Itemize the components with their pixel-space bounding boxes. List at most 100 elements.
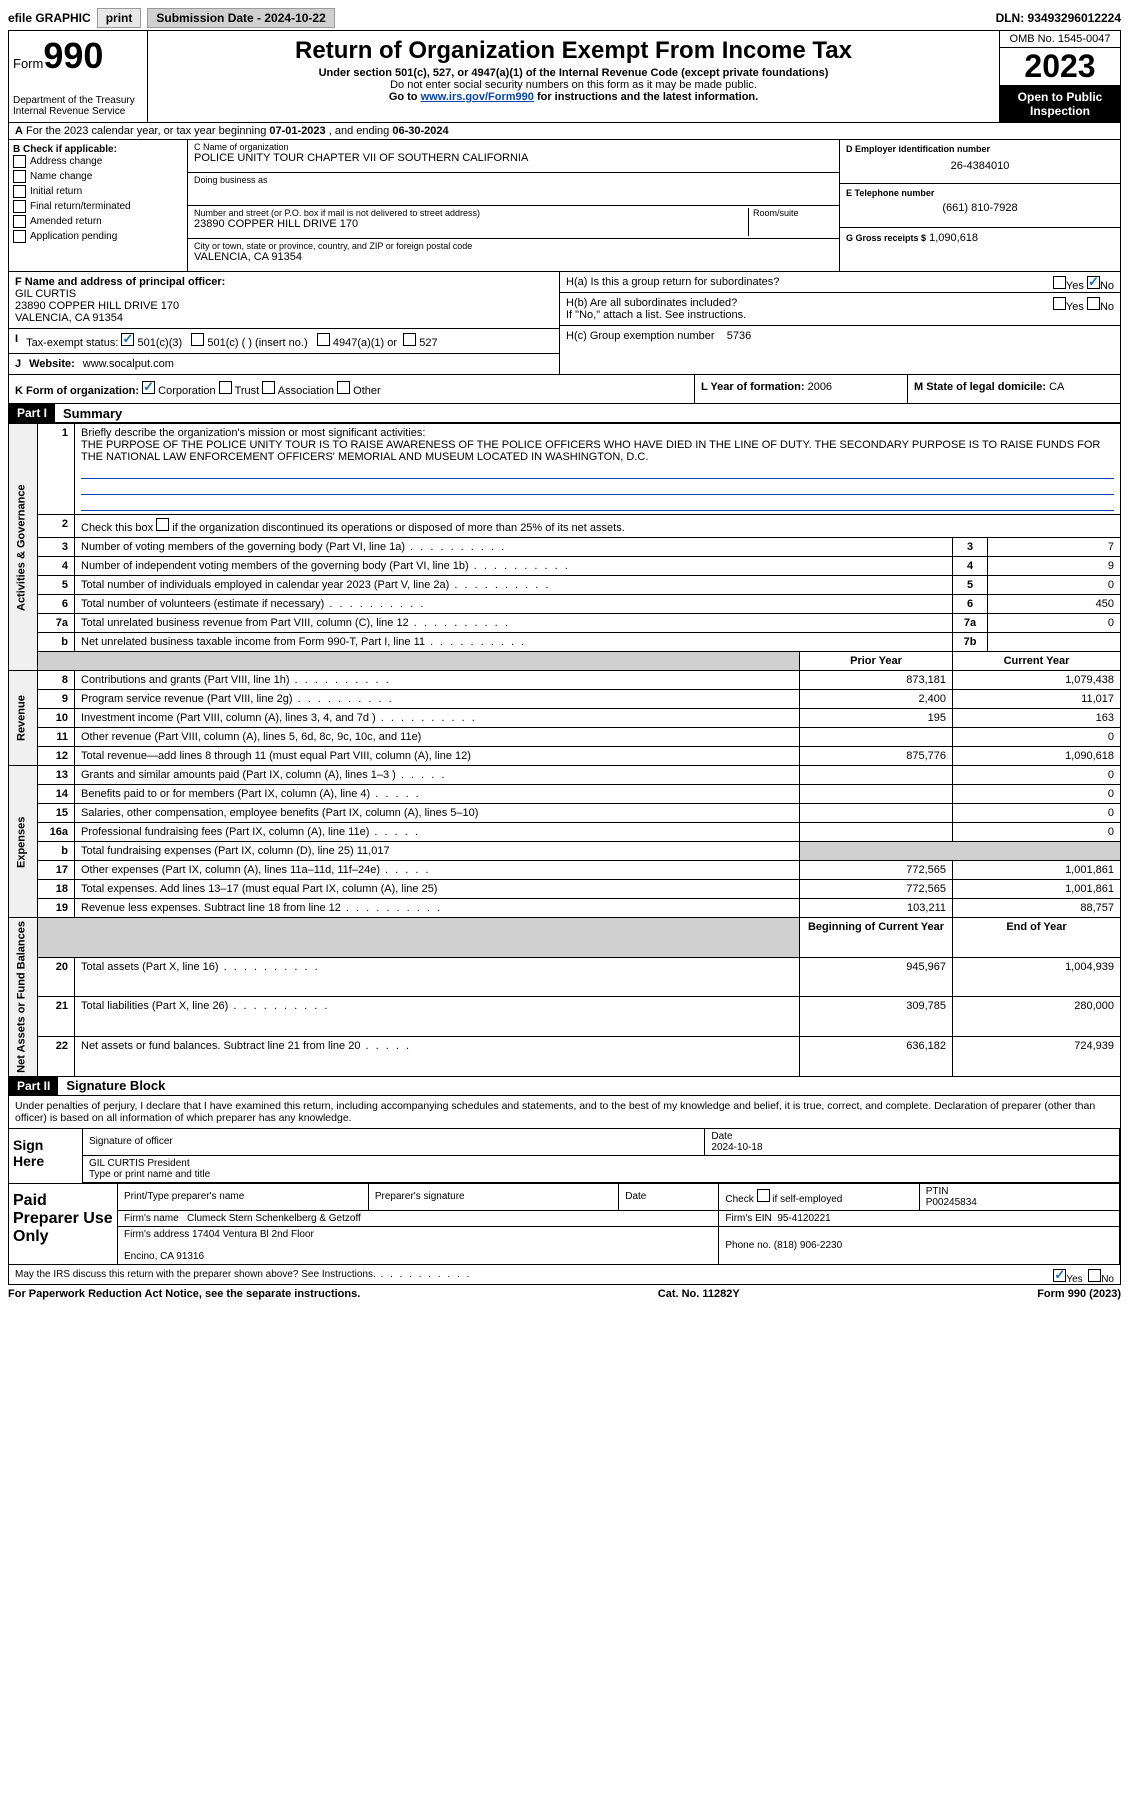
firm-ein: 95-4120221	[777, 1213, 830, 1224]
lower-block: F Name and address of principal officer:…	[8, 272, 1121, 375]
paperwork-notice: For Paperwork Reduction Act Notice, see …	[8, 1288, 360, 1300]
checkbox-4947[interactable]	[317, 333, 330, 346]
section-c: C Name of organization POLICE UNITY TOUR…	[188, 140, 839, 271]
table-row: bNet unrelated business taxable income f…	[9, 633, 1121, 652]
section-h-b: H(b) Are all subordinates included? Yes …	[560, 293, 1120, 326]
section-h-a: H(a) Is this a group return for subordin…	[560, 272, 1120, 293]
city-label: City or town, state or province, country…	[194, 241, 833, 251]
table-row: 5Total number of individuals employed in…	[9, 576, 1121, 595]
checkbox-501c[interactable]	[191, 333, 204, 346]
summary-table: Activities & Governance 1 Briefly descri…	[8, 423, 1121, 1077]
vert-revenue: Revenue	[9, 671, 38, 766]
year-formation: 2006	[808, 381, 832, 393]
checkbox-corporation[interactable]	[142, 381, 155, 394]
checkbox-ha-no[interactable]	[1087, 276, 1100, 289]
checkbox-discuss-yes[interactable]	[1053, 1269, 1066, 1282]
dba-label: Doing business as	[194, 175, 833, 185]
dln: DLN: 93493296012224	[996, 11, 1121, 25]
form-header: Form990 Department of the Treasury Inter…	[8, 30, 1121, 123]
cat-no: Cat. No. 11282Y	[658, 1288, 740, 1300]
instructions-link[interactable]: www.irs.gov/Form990	[421, 91, 534, 103]
print-button[interactable]: print	[97, 8, 142, 28]
firm-addr1: 17404 Ventura Bl 2nd Floor	[192, 1229, 314, 1240]
form-title: Return of Organization Exempt From Incom…	[152, 37, 995, 65]
addr-label: Number and street (or P.O. box if mail i…	[194, 208, 748, 218]
perjury-statement: Under penalties of perjury, I declare th…	[8, 1096, 1121, 1129]
checkbox-final-return[interactable]	[13, 200, 26, 213]
firm-addr2: Encino, CA 91316	[124, 1251, 204, 1262]
paid-preparer-label: Paid Preparer Use Only	[9, 1184, 118, 1264]
checkbox-application-pending[interactable]	[13, 230, 26, 243]
sign-here-label: Sign Here	[9, 1129, 83, 1183]
efile-label: efile GRAPHIC	[8, 11, 91, 25]
checkbox-ha-yes[interactable]	[1053, 276, 1066, 289]
checkbox-address-change[interactable]	[13, 155, 26, 168]
checkbox-initial-return[interactable]	[13, 185, 26, 198]
checkbox-hb-no[interactable]	[1087, 297, 1100, 310]
room-label: Room/suite	[753, 208, 833, 218]
signature-block: Sign Here Signature of officerDate2024-1…	[8, 1129, 1121, 1285]
topbar: efile GRAPHIC print Submission Date - 20…	[8, 8, 1121, 28]
table-row: 6Total number of volunteers (estimate if…	[9, 595, 1121, 614]
org-name: POLICE UNITY TOUR CHAPTER VII OF SOUTHER…	[194, 152, 833, 164]
section-klm: K Form of organization: Corporation Trus…	[8, 375, 1121, 404]
mission-text: THE PURPOSE OF THE POLICE UNITY TOUR IS …	[81, 439, 1100, 463]
checkbox-other[interactable]	[337, 381, 350, 394]
section-i: I Tax-exempt status: 501(c)(3) 501(c) ( …	[9, 329, 559, 354]
form-number: Form990	[13, 35, 143, 77]
ein-value: 26-4384010	[846, 160, 1114, 172]
discuss-row: May the IRS discuss this return with the…	[9, 1264, 1120, 1284]
ein-label: D Employer identification number	[846, 144, 1114, 154]
checkbox-527[interactable]	[403, 333, 416, 346]
dept-label: Department of the Treasury	[13, 95, 143, 106]
part2-header: Part II Signature Block	[8, 1077, 1121, 1096]
firm-phone: (818) 906-2230	[774, 1240, 842, 1251]
section-b: B Check if applicable: Address change Na…	[9, 140, 188, 271]
tax-year: 2023	[1000, 48, 1120, 86]
gross-receipts-value: 1,090,618	[929, 232, 978, 244]
checkbox-trust[interactable]	[219, 381, 232, 394]
section-f: F Name and address of principal officer:…	[9, 272, 559, 329]
officer-addr2: VALENCIA, CA 91354	[15, 312, 123, 324]
section-deg: D Employer identification number 26-4384…	[839, 140, 1120, 271]
vert-balances: Net Assets or Fund Balances	[9, 918, 38, 1077]
section-j: J Website: www.socalput.com	[9, 354, 559, 374]
checkbox-discuss-no[interactable]	[1088, 1269, 1101, 1282]
ptin-value: P00245834	[926, 1197, 977, 1208]
ssn-warning: Do not enter social security numbers on …	[152, 79, 995, 91]
info-block: B Check if applicable: Address change Na…	[8, 140, 1121, 272]
irs-label: Internal Revenue Service	[13, 106, 143, 117]
group-exemption-number: 5736	[727, 330, 751, 342]
phone-label: E Telephone number	[846, 188, 1114, 198]
checkbox-501c3[interactable]	[121, 333, 134, 346]
city-state-zip: VALENCIA, CA 91354	[194, 251, 833, 263]
checkbox-name-change[interactable]	[13, 170, 26, 183]
checkbox-amended-return[interactable]	[13, 215, 26, 228]
vert-expenses: Expenses	[9, 766, 38, 918]
submission-date: Submission Date - 2024-10-22	[147, 8, 334, 28]
page-footer: For Paperwork Reduction Act Notice, see …	[8, 1285, 1121, 1300]
gross-receipts-label: G Gross receipts $	[846, 233, 926, 243]
form-subtitle: Under section 501(c), 527, or 4947(a)(1)…	[152, 67, 995, 79]
table-row: 3Number of voting members of the governi…	[9, 538, 1121, 557]
website-value: www.socalput.com	[83, 358, 174, 370]
table-row: 4Number of independent voting members of…	[9, 557, 1121, 576]
public-inspection: Open to Public Inspection	[1000, 86, 1120, 122]
omb-number: OMB No. 1545-0047	[1000, 31, 1120, 48]
vert-governance: Activities & Governance	[9, 424, 38, 671]
row-a: A For the 2023 calendar year, or tax yea…	[8, 123, 1121, 140]
checkbox-association[interactable]	[262, 381, 275, 394]
checkbox-hb-yes[interactable]	[1053, 297, 1066, 310]
street-address: 23890 COPPER HILL DRIVE 170	[194, 218, 748, 230]
state-domicile: CA	[1049, 381, 1064, 393]
part1-header: Part I Summary	[8, 404, 1121, 423]
section-b-label: B Check if applicable:	[13, 144, 183, 155]
officer-name: GIL CURTIS	[15, 288, 76, 300]
officer-addr1: 23890 COPPER HILL DRIVE 170	[15, 300, 179, 312]
section-h-c: H(c) Group exemption number 5736	[560, 326, 1120, 346]
form-ref: Form 990 (2023)	[1037, 1288, 1121, 1300]
firm-name: Clumeck Stern Schenkelberg & Getzoff	[187, 1213, 361, 1224]
checkbox-discontinued[interactable]	[156, 518, 169, 531]
phone-value: (661) 810-7928	[846, 202, 1114, 214]
checkbox-self-employed[interactable]	[757, 1189, 770, 1202]
